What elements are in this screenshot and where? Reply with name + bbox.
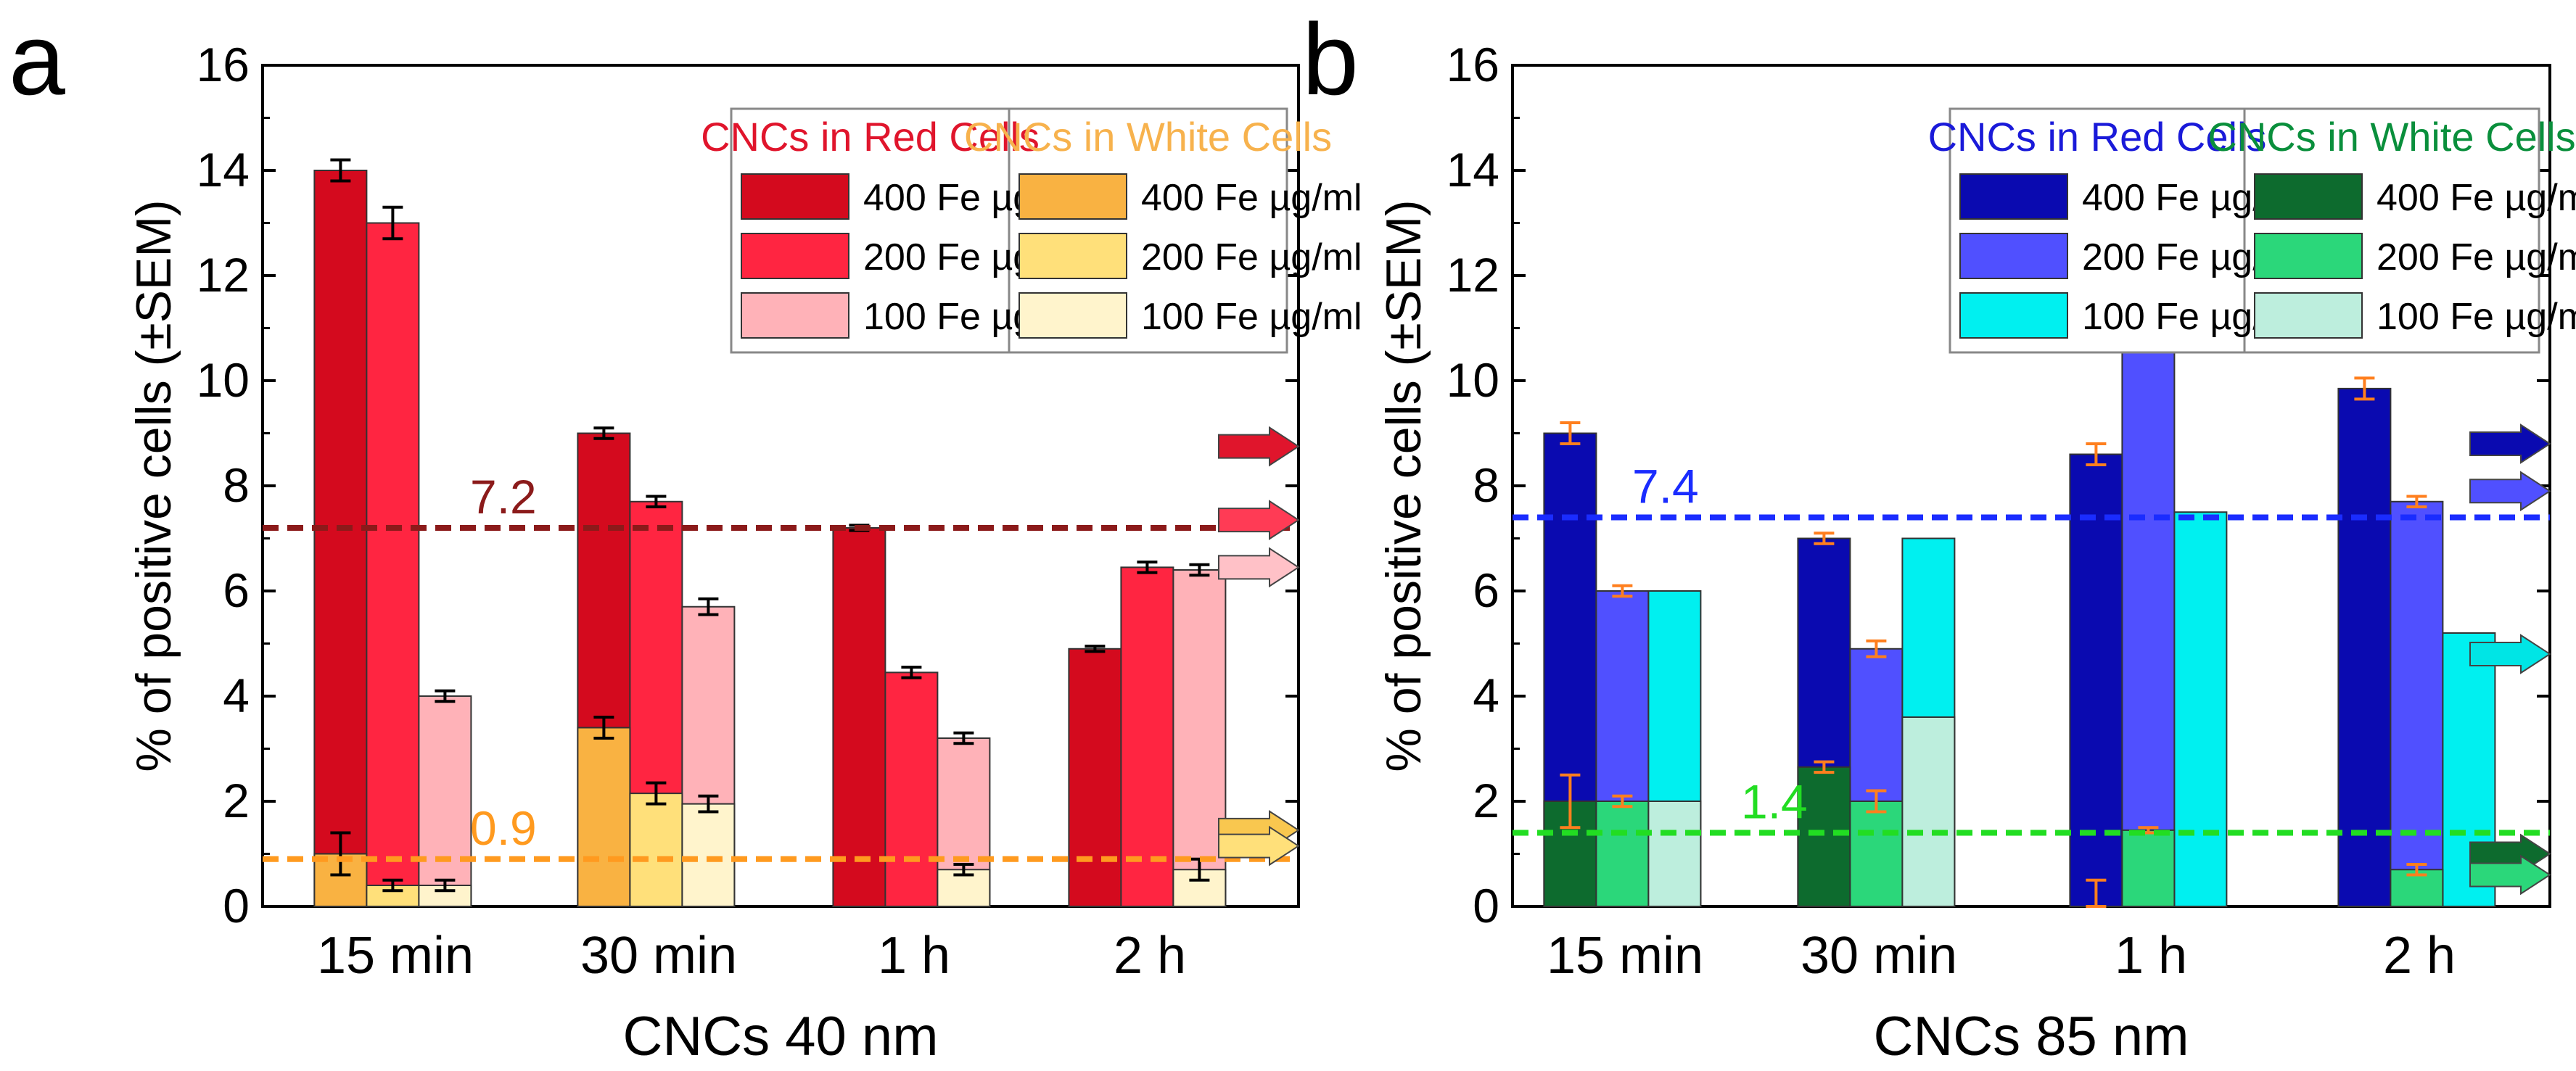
legend-entry-label: 100 Fe µg/ml <box>2377 296 2576 338</box>
legend-entry-label: 200 Fe µg/ml <box>2377 236 2576 278</box>
bar <box>2121 327 2176 907</box>
bar <box>418 695 472 907</box>
bar <box>832 527 886 907</box>
panel-label: a <box>9 2 65 116</box>
legend-group-title: CNCs in Red Cells <box>1928 114 2267 160</box>
x-tick-label: 30 min <box>580 927 737 985</box>
legend-entry-label: 400 Fe µg/ml <box>2377 177 2576 219</box>
legend-entry-label: 400 Fe µg/ml <box>1141 177 1362 219</box>
bar <box>2173 511 2228 907</box>
x-axis-label: CNCs 40 nm <box>623 1006 939 1067</box>
y-tick-label: 4 <box>1473 669 1499 722</box>
y-axis-label: % of positive cells (±SEM) <box>126 199 181 772</box>
bar <box>1647 801 1702 907</box>
legend-swatch <box>741 233 849 279</box>
x-tick-label: 30 min <box>1801 927 1957 985</box>
y-tick-label: 0 <box>1473 879 1499 933</box>
y-tick-label: 16 <box>197 38 250 91</box>
bar <box>313 170 368 907</box>
panel-b: b 0 2 4 6 8 10 12 14 16 % of positive cells (±SEM)… <box>1302 2 2576 1067</box>
bar <box>1797 766 1851 907</box>
x-tick-label: 15 min <box>317 927 474 985</box>
legend-swatch <box>1959 173 2068 220</box>
legend-swatch <box>2254 173 2363 220</box>
bar <box>1595 801 1650 907</box>
indicator-arrow <box>1218 825 1300 867</box>
y-tick-label: 12 <box>197 248 250 302</box>
reference-label: 7.2 <box>470 470 537 524</box>
legend-swatch <box>1019 173 1127 220</box>
y-tick-label: 2 <box>1473 774 1499 827</box>
x-axis-label: CNCs 85 nm <box>1874 1006 2189 1067</box>
legend-swatch <box>741 292 849 339</box>
bar <box>1901 716 1956 907</box>
panel-label: b <box>1302 2 1359 116</box>
x-tick-label: 2 h <box>2383 927 2456 985</box>
indicator-arrow <box>1218 547 1300 588</box>
indicator-arrow <box>2469 634 2551 674</box>
bar <box>2390 500 2444 907</box>
y-tick-label: 4 <box>223 669 250 722</box>
legend-group-title: CNCs in White Cells <box>2207 114 2575 160</box>
bar <box>2069 453 2123 907</box>
indicator-arrow <box>1218 500 1300 540</box>
reference-label: 7.4 <box>1632 460 1699 513</box>
y-tick-label: 8 <box>223 458 250 512</box>
y-tick-label: 10 <box>1447 353 1499 407</box>
reference-label: 0.9 <box>470 801 537 855</box>
y-tick-label: 10 <box>197 353 250 407</box>
x-tick-label: 2 h <box>1114 927 1186 985</box>
panel-a: a 0 2 4 6 8 10 12 14 16 % of positive cells (±SEM)… <box>9 2 1362 1067</box>
y-tick-label: 0 <box>223 879 250 933</box>
x-tick-label: 1 h <box>878 927 950 985</box>
legend-swatch <box>1959 233 2068 279</box>
bar <box>2121 829 2176 907</box>
legend-swatch <box>1019 233 1127 279</box>
y-tick-label: 16 <box>1447 38 1499 91</box>
indicator-arrow <box>2469 423 2551 464</box>
reference-label: 1.4 <box>1741 775 1808 829</box>
legend-group-title: CNCs in White Cells <box>964 114 1332 160</box>
bar <box>366 222 420 907</box>
indicator-arrow <box>1218 426 1300 467</box>
x-tick-label: 1 h <box>2115 927 2187 985</box>
bar <box>937 869 991 907</box>
bar <box>884 671 939 907</box>
y-tick-label: 14 <box>197 143 250 197</box>
legend-swatch <box>741 173 849 220</box>
y-tick-label: 8 <box>1473 458 1499 512</box>
legend-group-title: CNCs in Red Cells <box>701 114 1040 160</box>
y-tick-label: 2 <box>223 774 250 827</box>
legend-entry-label: 200 Fe µg/ml <box>1141 236 1362 278</box>
legend-entry-label: 100 Fe µg/ml <box>1141 296 1362 338</box>
bar <box>1120 566 1174 907</box>
bar <box>313 853 368 907</box>
bar <box>2337 387 2392 907</box>
y-tick-label: 14 <box>1447 143 1499 197</box>
bar <box>681 803 736 907</box>
bar <box>1068 648 1122 907</box>
legend-swatch <box>1959 292 2068 339</box>
legend-swatch <box>2254 233 2363 279</box>
legend-swatch <box>1019 292 1127 339</box>
y-tick-label: 6 <box>1473 563 1499 617</box>
y-tick-label: 12 <box>1447 248 1499 302</box>
bar <box>577 727 631 907</box>
indicator-arrow <box>2469 471 2551 512</box>
y-axis-label: % of positive cells (±SEM) <box>1376 199 1431 772</box>
x-tick-label: 15 min <box>1547 927 1703 985</box>
legend-swatch <box>2254 292 2363 339</box>
bar <box>1172 569 1227 907</box>
y-tick-label: 6 <box>223 563 250 617</box>
indicator-arrow <box>2469 854 2551 896</box>
bar <box>629 793 683 907</box>
bar <box>1849 801 1904 907</box>
